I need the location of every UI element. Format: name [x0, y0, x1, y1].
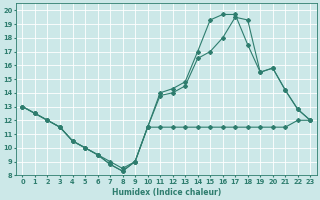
X-axis label: Humidex (Indice chaleur): Humidex (Indice chaleur)	[112, 188, 221, 197]
